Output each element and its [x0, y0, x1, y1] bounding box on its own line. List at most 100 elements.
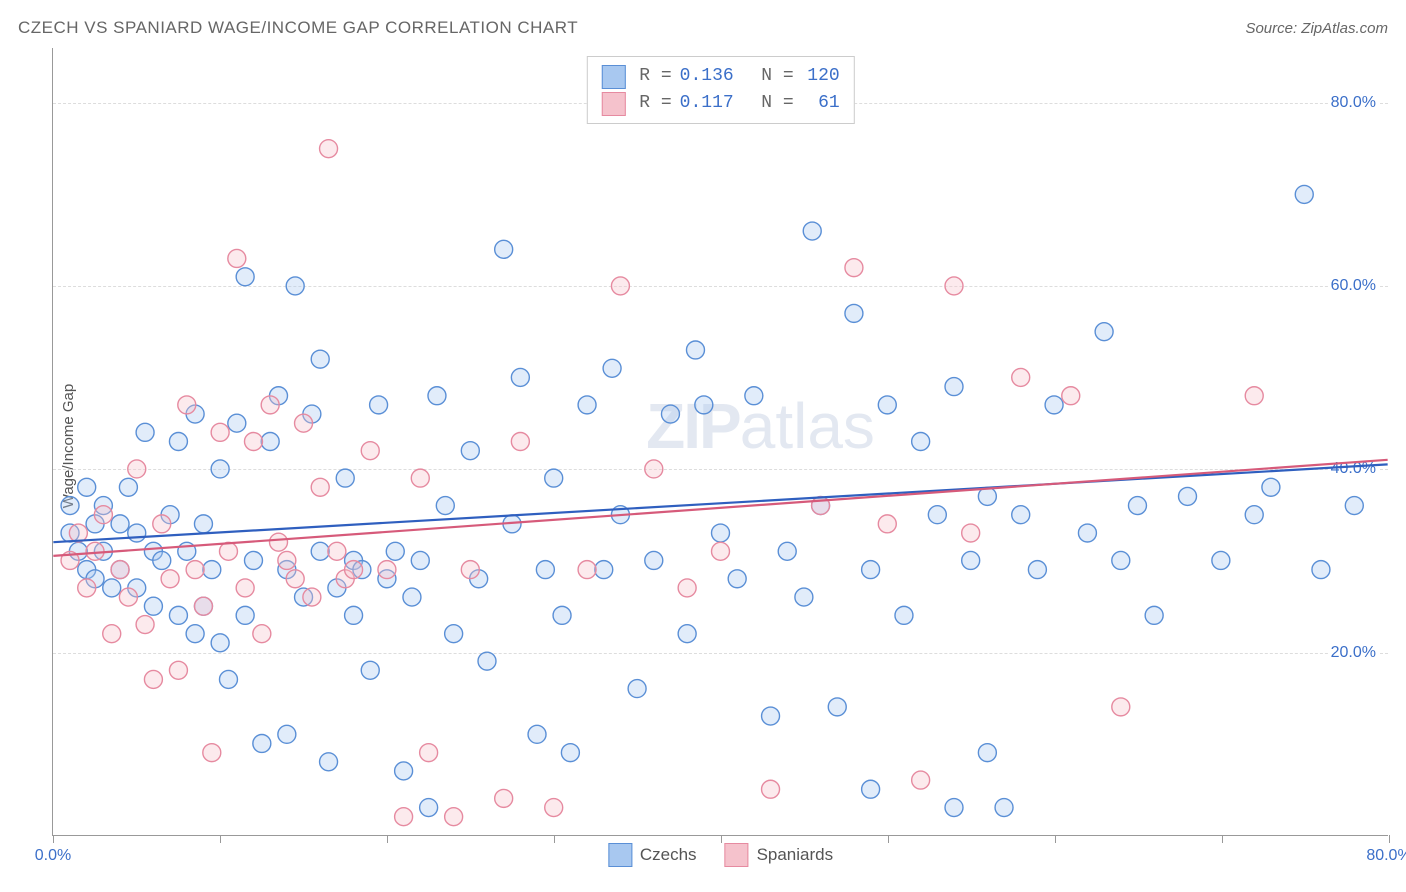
scatter-point — [1012, 368, 1030, 386]
scatter-point — [420, 744, 438, 762]
scatter-point — [461, 561, 479, 579]
scatter-point — [1045, 396, 1063, 414]
scatter-point — [511, 368, 529, 386]
legend-label: Spaniards — [757, 845, 834, 865]
scatter-point — [1212, 551, 1230, 569]
scatter-point — [578, 396, 596, 414]
scatter-point — [678, 625, 696, 643]
scatter-point — [645, 460, 663, 478]
scatter-point — [828, 698, 846, 716]
scatter-point — [370, 396, 388, 414]
scatter-point — [420, 799, 438, 817]
scatter-point — [762, 780, 780, 798]
swatch — [601, 65, 625, 89]
scatter-point — [253, 625, 271, 643]
scatter-point — [345, 606, 363, 624]
scatter-point — [511, 433, 529, 451]
scatter-point — [303, 588, 321, 606]
scatter-point — [1295, 185, 1313, 203]
scatter-point — [611, 277, 629, 295]
scatter-point — [945, 799, 963, 817]
scatter-point — [169, 433, 187, 451]
correlation-legend: R = 0.136 N = 120R = 0.117 N = 61 — [586, 56, 854, 124]
x-tick-label: 80.0% — [1366, 847, 1406, 865]
scatter-point — [628, 680, 646, 698]
scatter-point — [203, 561, 221, 579]
scatter-point — [1179, 487, 1197, 505]
scatter-point — [320, 140, 338, 158]
scatter-point — [144, 670, 162, 688]
scatter-point — [128, 524, 146, 542]
x-tick — [554, 835, 555, 843]
scatter-point — [236, 579, 254, 597]
scatter-point — [745, 387, 763, 405]
x-tick — [888, 835, 889, 843]
chart-svg — [53, 48, 1388, 835]
scatter-point — [1245, 506, 1263, 524]
x-tick — [53, 835, 54, 843]
scatter-point — [86, 542, 104, 560]
scatter-point — [119, 588, 137, 606]
scatter-point — [345, 561, 363, 579]
scatter-point — [194, 597, 212, 615]
x-tick — [1222, 835, 1223, 843]
scatter-point — [561, 744, 579, 762]
x-tick-label: 0.0% — [35, 847, 71, 865]
scatter-point — [311, 478, 329, 496]
scatter-point — [686, 341, 704, 359]
legend-label: Czechs — [640, 845, 697, 865]
scatter-point — [978, 744, 996, 762]
scatter-point — [361, 661, 379, 679]
scatter-point — [1145, 606, 1163, 624]
scatter-point — [361, 442, 379, 460]
scatter-point — [128, 460, 146, 478]
scatter-point — [261, 396, 279, 414]
scatter-point — [144, 597, 162, 615]
scatter-point — [603, 359, 621, 377]
legend-bottom: Czechs Spaniards — [608, 843, 833, 867]
scatter-point — [136, 616, 154, 634]
scatter-point — [78, 478, 96, 496]
scatter-point — [103, 625, 121, 643]
chart-source: Source: ZipAtlas.com — [1245, 20, 1388, 37]
scatter-point — [1095, 323, 1113, 341]
scatter-point — [845, 304, 863, 322]
scatter-point — [211, 423, 229, 441]
scatter-point — [1012, 506, 1030, 524]
scatter-point — [153, 551, 171, 569]
scatter-point — [395, 808, 413, 826]
scatter-point — [411, 551, 429, 569]
scatter-point — [236, 268, 254, 286]
scatter-point — [845, 259, 863, 277]
x-tick — [220, 835, 221, 843]
scatter-point — [219, 542, 237, 560]
correlation-row: R = 0.136 N = 120 — [601, 63, 839, 90]
scatter-point — [395, 762, 413, 780]
legend-swatch — [608, 843, 632, 867]
scatter-point — [161, 570, 179, 588]
scatter-point — [962, 551, 980, 569]
scatter-point — [545, 469, 563, 487]
scatter-point — [261, 433, 279, 451]
scatter-point — [194, 515, 212, 533]
scatter-point — [912, 433, 930, 451]
scatter-point — [436, 497, 454, 515]
scatter-point — [878, 515, 896, 533]
scatter-point — [661, 405, 679, 423]
scatter-point — [228, 414, 246, 432]
scatter-point — [219, 670, 237, 688]
scatter-point — [945, 277, 963, 295]
x-tick — [387, 835, 388, 843]
scatter-point — [186, 625, 204, 643]
scatter-point — [695, 396, 713, 414]
scatter-point — [78, 579, 96, 597]
scatter-point — [386, 542, 404, 560]
scatter-point — [236, 606, 254, 624]
scatter-point — [311, 350, 329, 368]
scatter-point — [1078, 524, 1096, 542]
scatter-point — [1128, 497, 1146, 515]
scatter-point — [1112, 698, 1130, 716]
swatch — [601, 92, 625, 116]
legend-swatch — [725, 843, 749, 867]
scatter-point — [286, 277, 304, 295]
